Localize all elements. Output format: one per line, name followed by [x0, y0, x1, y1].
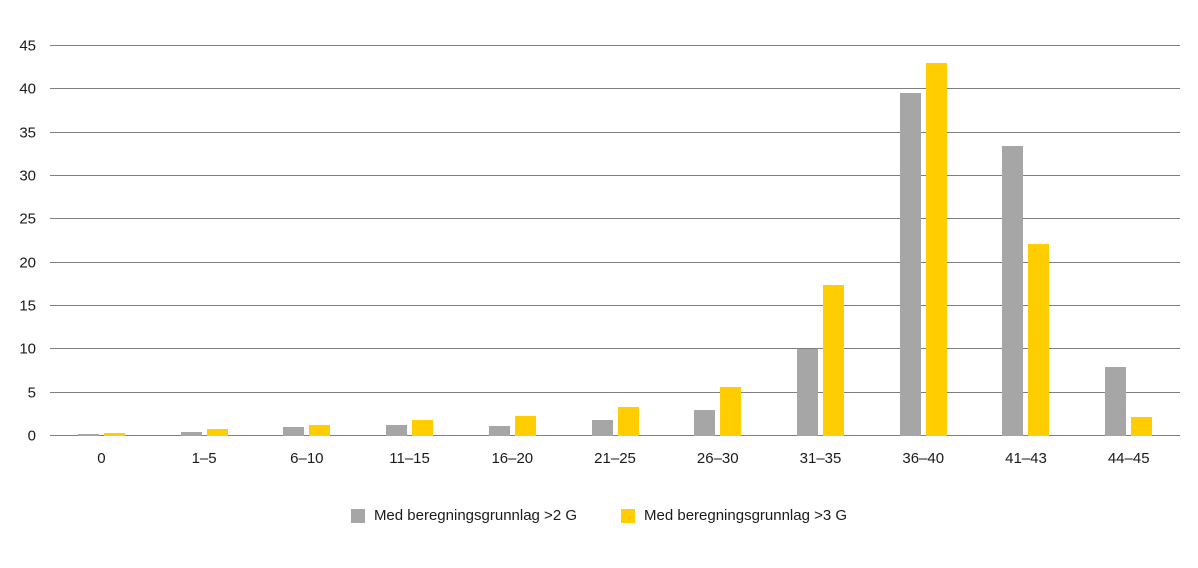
gridline [50, 218, 1180, 220]
bar-series-2 [720, 386, 742, 436]
bar-series-2 [617, 407, 639, 436]
x-tick-label: 1–5 [191, 450, 217, 467]
bar-series-2 [1028, 244, 1050, 436]
x-tick-label: 6–10 [290, 450, 324, 467]
legend-label-series-2: Med beregningsgrunnlag >3 G [644, 507, 848, 524]
bar-chart-figure: 0 5 10 15 20 25 30 35 40 45 0 1–5 6–10 11–15 16–20 21–… [0, 39, 1198, 568]
bar-group [1077, 46, 1180, 436]
chart-area: 0 5 10 15 20 25 30 35 40 45 [0, 39, 1198, 444]
plot-area [50, 45, 1180, 436]
x-tick-label: 26–30 [696, 450, 739, 467]
gridline [50, 391, 1180, 393]
bar-series-1 [899, 92, 921, 436]
y-tick-label: 25 [19, 210, 36, 228]
x-tick-label: 36–40 [902, 450, 945, 467]
bar-series-2 [823, 285, 844, 436]
bar-group [872, 46, 975, 436]
bar-group [975, 46, 1078, 436]
y-tick-label: 35 [19, 124, 36, 142]
legend-item-series-2: Med beregningsgrunnlag >3 G [621, 507, 847, 524]
bar-series-2 [925, 63, 947, 436]
x-tick-label: 44–45 [1107, 450, 1150, 467]
legend-label-series-1: Med beregningsgrunnlag >2 G [373, 507, 577, 524]
bar-group [461, 46, 564, 436]
bar-series-2 [1131, 416, 1153, 436]
bar-group [255, 46, 358, 436]
bar-group [769, 46, 872, 436]
y-tick-label: 20 [19, 254, 36, 272]
bar-series-1 [591, 420, 613, 436]
x-tick-label: 41–43 [1005, 450, 1047, 467]
x-tick-label: 11–15 [389, 450, 430, 467]
y-tick-label: 15 [19, 297, 36, 315]
bar-series-2 [514, 416, 536, 436]
bar-series-1 [77, 434, 99, 436]
bar-series-1 [797, 349, 818, 436]
gridline [50, 348, 1180, 350]
legend-swatch-gray [350, 508, 365, 523]
legend-item-series-1: Med beregningsgrunnlag >2 G [350, 507, 577, 524]
y-axis: 0 5 10 15 20 25 30 35 40 45 [0, 39, 50, 444]
legend-swatch-yellow [621, 508, 635, 523]
x-tick-label: 16–20 [491, 450, 534, 467]
bar-series-1 [694, 410, 716, 436]
bar-group [358, 46, 461, 436]
gridline [50, 261, 1180, 263]
y-tick-label: 5 [27, 384, 36, 402]
bar-series-1 [283, 427, 305, 436]
gridline [50, 45, 1180, 46]
bar-series-2 [206, 429, 228, 436]
y-tick-label: 40 [19, 80, 36, 98]
bar-group [666, 46, 769, 436]
gridline [50, 88, 1180, 90]
bar-series-1 [180, 431, 202, 436]
gridline [50, 435, 1180, 436]
y-tick-label: 0 [27, 427, 36, 445]
gridline [50, 175, 1180, 177]
bar-series-2 [103, 433, 125, 436]
y-tick-label: 10 [19, 340, 36, 358]
bar-series-1 [488, 425, 510, 436]
bar-group [153, 46, 256, 436]
bar-series-1 [386, 424, 408, 436]
x-axis: 0 1–5 6–10 11–15 16–20 21–25 26–30 31–35 36–40 41… [50, 436, 1180, 467]
legend: Med beregningsgrunnlag >2 G Med beregnin… [0, 507, 1198, 524]
x-tick-label: 31–35 [799, 450, 842, 467]
x-tick-label: 0 [97, 450, 106, 467]
y-tick-label: 30 [19, 167, 36, 185]
bar-series-1 [1002, 145, 1024, 436]
bar-groups [50, 46, 1180, 436]
bar-group [50, 46, 153, 436]
bar-series-2 [309, 424, 331, 436]
bar-series-2 [412, 420, 434, 436]
x-tick-label: 21–25 [594, 450, 636, 467]
bar-group [564, 46, 667, 436]
bar-series-1 [1105, 366, 1127, 436]
gridline [50, 305, 1180, 307]
y-tick-label: 45 [19, 37, 36, 55]
gridline [50, 131, 1180, 133]
